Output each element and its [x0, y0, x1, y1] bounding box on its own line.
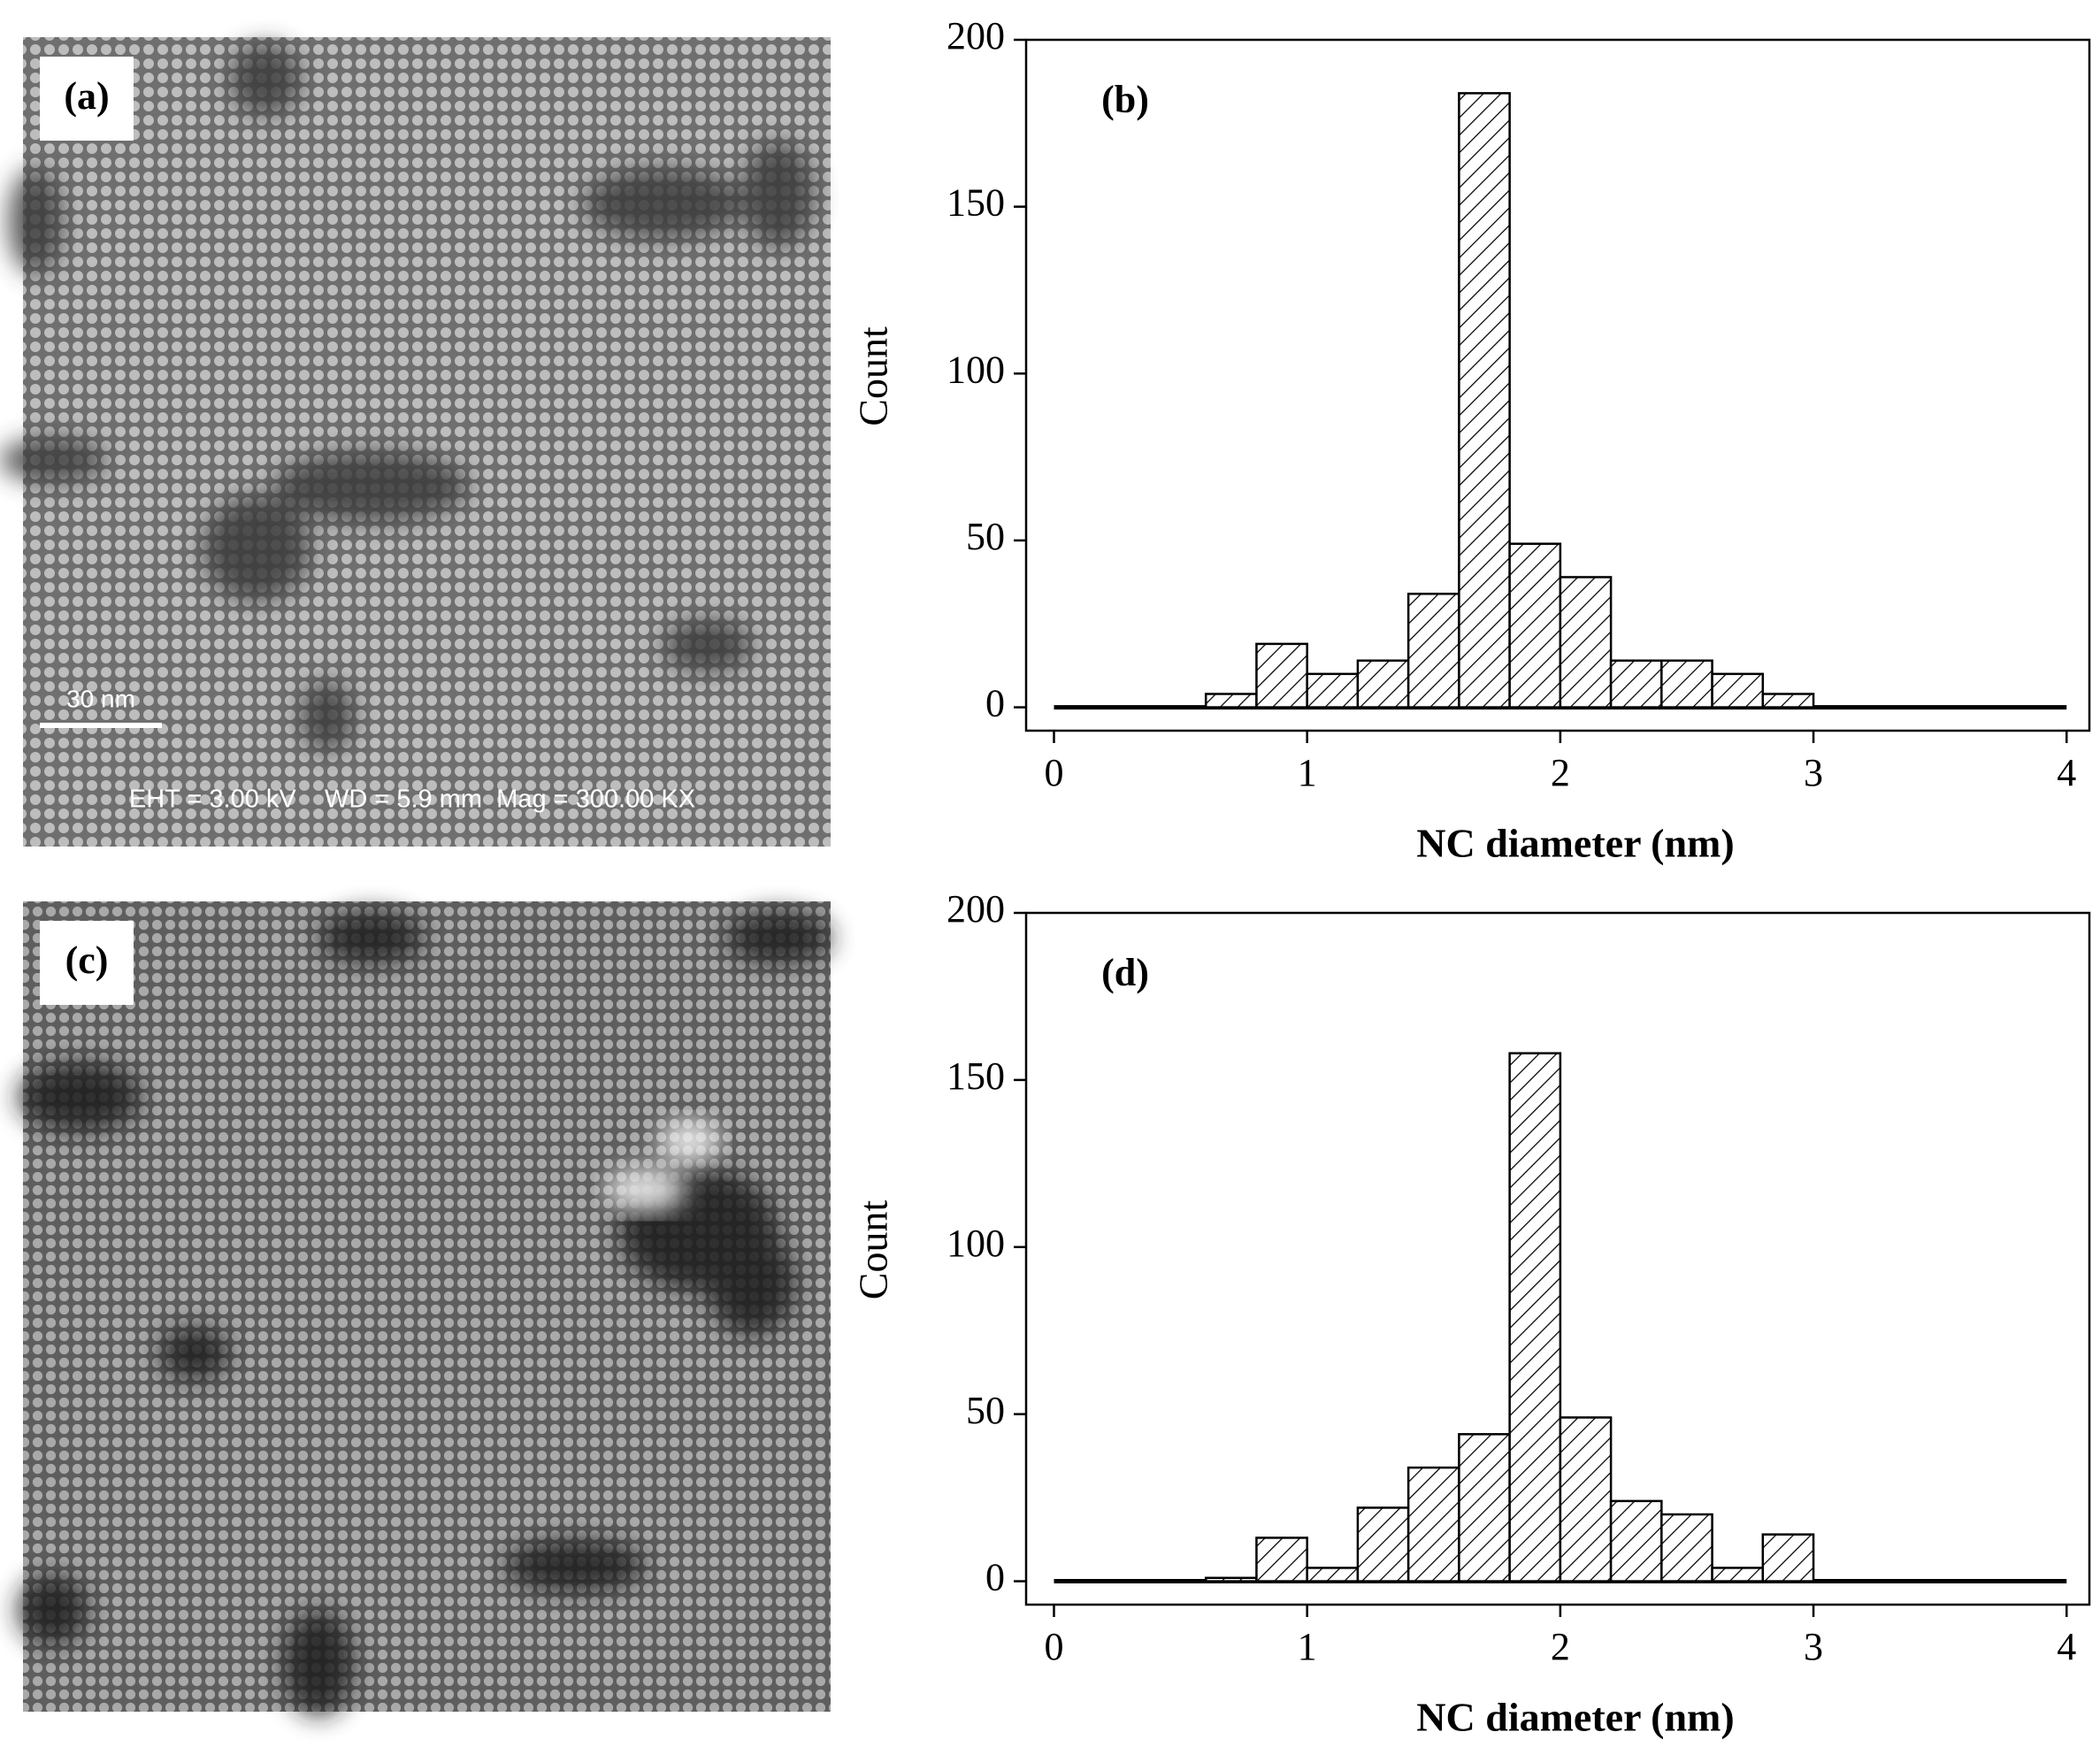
histogram-bar	[1660, 659, 1713, 709]
x-axis-title: NC diameter (nm)	[1416, 821, 1734, 866]
histogram-bar	[1609, 1499, 1663, 1583]
plot-frame	[1024, 38, 2091, 732]
histogram-bar	[1356, 659, 1410, 709]
histogram-bar	[1306, 672, 1360, 709]
panel-label: (c)	[65, 939, 109, 982]
x-tick-label: 0	[1044, 751, 1063, 794]
histogram-bar	[1508, 542, 1562, 709]
y-tick-label: 50	[966, 515, 1005, 558]
x-tick-label: 3	[1804, 1625, 1823, 1668]
histogram-bar	[1356, 1506, 1410, 1583]
sem-image-c: (c)	[18, 901, 832, 1716]
histogram-bar	[1508, 1052, 1562, 1583]
y-tick-label: 150	[947, 181, 1005, 225]
panel-label: (b)	[1101, 78, 1149, 121]
y-tick-label: 50	[966, 1389, 1005, 1432]
x-tick-label: 1	[1298, 1625, 1317, 1668]
y-tick-label: 150	[947, 1054, 1005, 1098]
histogram-bar	[1761, 693, 1815, 709]
y-tick-label: 200	[947, 887, 1005, 931]
x-tick-label: 3	[1804, 751, 1823, 794]
histogram-bar	[1761, 1533, 1815, 1583]
x-tick-label: 2	[1551, 1625, 1570, 1668]
histogram-bar	[1406, 1466, 1460, 1583]
histogram-bar	[1711, 672, 1765, 709]
plot-frame	[1024, 911, 2091, 1606]
y-tick-label: 0	[985, 682, 1005, 725]
y-tick-label: 0	[985, 1556, 1005, 1599]
histogram-bar	[1204, 1576, 1258, 1583]
sem-image-a: (a) 30 nm EHT = 3.00 kV WD = 5.9 mm Mag …	[0, 37, 831, 847]
histogram-bar	[1255, 642, 1308, 709]
histogram-bar	[1306, 1567, 1360, 1583]
histogram-bar	[1204, 693, 1258, 709]
panel-label: (d)	[1101, 951, 1149, 994]
x-tick-label: 4	[2057, 1625, 2076, 1668]
histogram-bar	[1406, 593, 1460, 709]
scale-bar-label: 30 nm	[66, 685, 135, 712]
y-tick-label: 100	[947, 1222, 1005, 1265]
histogram-bar	[1559, 576, 1613, 709]
x-tick-label: 4	[2057, 751, 2076, 794]
histogram-bar	[1458, 92, 1511, 709]
histogram-bar	[1255, 1537, 1308, 1583]
panel-label: (a)	[64, 74, 109, 118]
histogram-bar	[1609, 659, 1663, 709]
image-info: EHT = 3.00 kV WD = 5.9 mm Mag = 300.00 K…	[129, 786, 695, 814]
histogram-bar	[1458, 1433, 1511, 1583]
y-axis-title: Count	[851, 1200, 896, 1300]
x-tick-label: 1	[1298, 751, 1317, 794]
y-tick-label: 100	[947, 348, 1005, 391]
x-axis-title: NC diameter (nm)	[1416, 1695, 1734, 1740]
histogram-bar	[1660, 1513, 1713, 1583]
x-tick-label: 2	[1551, 751, 1570, 794]
histogram-bar	[1559, 1416, 1613, 1583]
x-tick-label: 0	[1044, 1625, 1063, 1668]
histogram-bar	[1711, 1567, 1765, 1583]
y-axis-title: Count	[851, 326, 896, 426]
y-tick-label: 200	[947, 14, 1005, 57]
